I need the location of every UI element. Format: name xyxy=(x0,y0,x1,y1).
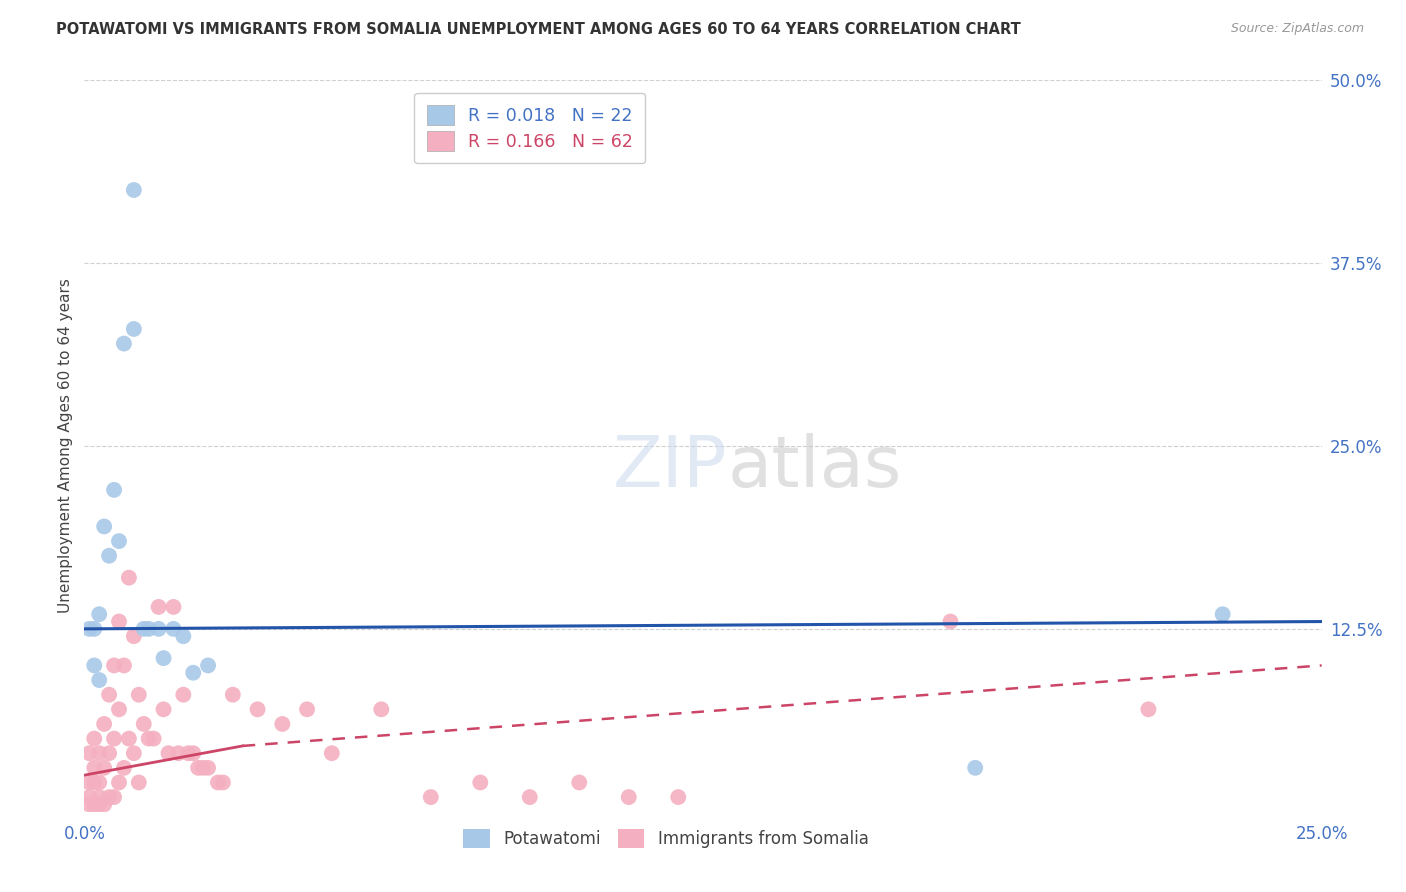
Point xyxy=(79,746,101,760)
Point xyxy=(122,183,145,197)
Point xyxy=(177,746,200,760)
Point xyxy=(89,790,111,805)
Point xyxy=(212,775,235,789)
Point xyxy=(83,761,105,775)
Text: atlas: atlas xyxy=(728,434,903,502)
Point xyxy=(83,658,105,673)
Point xyxy=(162,622,184,636)
Point xyxy=(122,746,145,760)
Point xyxy=(666,790,689,805)
Text: POTAWATOMI VS IMMIGRANTS FROM SOMALIA UNEMPLOYMENT AMONG AGES 60 TO 64 YEARS COR: POTAWATOMI VS IMMIGRANTS FROM SOMALIA UN… xyxy=(56,22,1021,37)
Point xyxy=(98,549,121,563)
Point xyxy=(103,483,125,497)
Point xyxy=(965,761,987,775)
Point xyxy=(79,790,101,805)
Point xyxy=(93,519,115,533)
Point xyxy=(295,702,318,716)
Point xyxy=(128,688,150,702)
Point xyxy=(172,629,194,643)
Point xyxy=(207,775,229,789)
Point xyxy=(93,797,115,812)
Y-axis label: Unemployment Among Ages 60 to 64 years: Unemployment Among Ages 60 to 64 years xyxy=(58,278,73,614)
Point xyxy=(118,731,141,746)
Point xyxy=(138,622,160,636)
Point xyxy=(370,702,392,716)
Point xyxy=(568,775,591,789)
Point xyxy=(187,761,209,775)
Point xyxy=(112,336,135,351)
Point xyxy=(132,717,155,731)
Point xyxy=(79,775,101,789)
Point xyxy=(321,746,343,760)
Point xyxy=(79,797,101,812)
Point xyxy=(142,731,165,746)
Point xyxy=(79,622,101,636)
Point xyxy=(89,746,111,760)
Point xyxy=(939,615,962,629)
Point xyxy=(197,658,219,673)
Point xyxy=(108,702,131,716)
Point xyxy=(172,688,194,702)
Point xyxy=(519,790,541,805)
Point xyxy=(138,731,160,746)
Point xyxy=(1137,702,1160,716)
Point xyxy=(222,688,245,702)
Point xyxy=(470,775,492,789)
Point xyxy=(1212,607,1234,622)
Point xyxy=(246,702,269,716)
Text: ZIP: ZIP xyxy=(613,434,728,502)
Point xyxy=(132,622,155,636)
Point xyxy=(83,731,105,746)
Point xyxy=(112,761,135,775)
Point xyxy=(83,622,105,636)
Point xyxy=(157,746,180,760)
Point xyxy=(271,717,294,731)
Point xyxy=(103,658,125,673)
Point xyxy=(118,571,141,585)
Text: Source: ZipAtlas.com: Source: ZipAtlas.com xyxy=(1230,22,1364,36)
Point xyxy=(181,665,204,680)
Point xyxy=(98,688,121,702)
Point xyxy=(112,658,135,673)
Point xyxy=(181,746,204,760)
Legend: Potawatomi, Immigrants from Somalia: Potawatomi, Immigrants from Somalia xyxy=(453,819,879,858)
Point xyxy=(89,607,111,622)
Point xyxy=(108,615,131,629)
Point xyxy=(83,797,105,812)
Point xyxy=(167,746,190,760)
Point xyxy=(83,775,105,789)
Point xyxy=(162,599,184,614)
Point xyxy=(191,761,214,775)
Point xyxy=(122,322,145,336)
Point xyxy=(148,599,170,614)
Point xyxy=(103,790,125,805)
Point xyxy=(98,746,121,760)
Point xyxy=(93,761,115,775)
Point xyxy=(108,775,131,789)
Point xyxy=(89,797,111,812)
Point xyxy=(98,790,121,805)
Point xyxy=(103,731,125,746)
Point xyxy=(128,775,150,789)
Point xyxy=(152,702,174,716)
Point xyxy=(89,673,111,687)
Point xyxy=(108,534,131,549)
Point xyxy=(617,790,640,805)
Point xyxy=(122,629,145,643)
Point xyxy=(148,622,170,636)
Point xyxy=(93,717,115,731)
Point xyxy=(152,651,174,665)
Point xyxy=(89,775,111,789)
Point xyxy=(197,761,219,775)
Point xyxy=(419,790,441,805)
